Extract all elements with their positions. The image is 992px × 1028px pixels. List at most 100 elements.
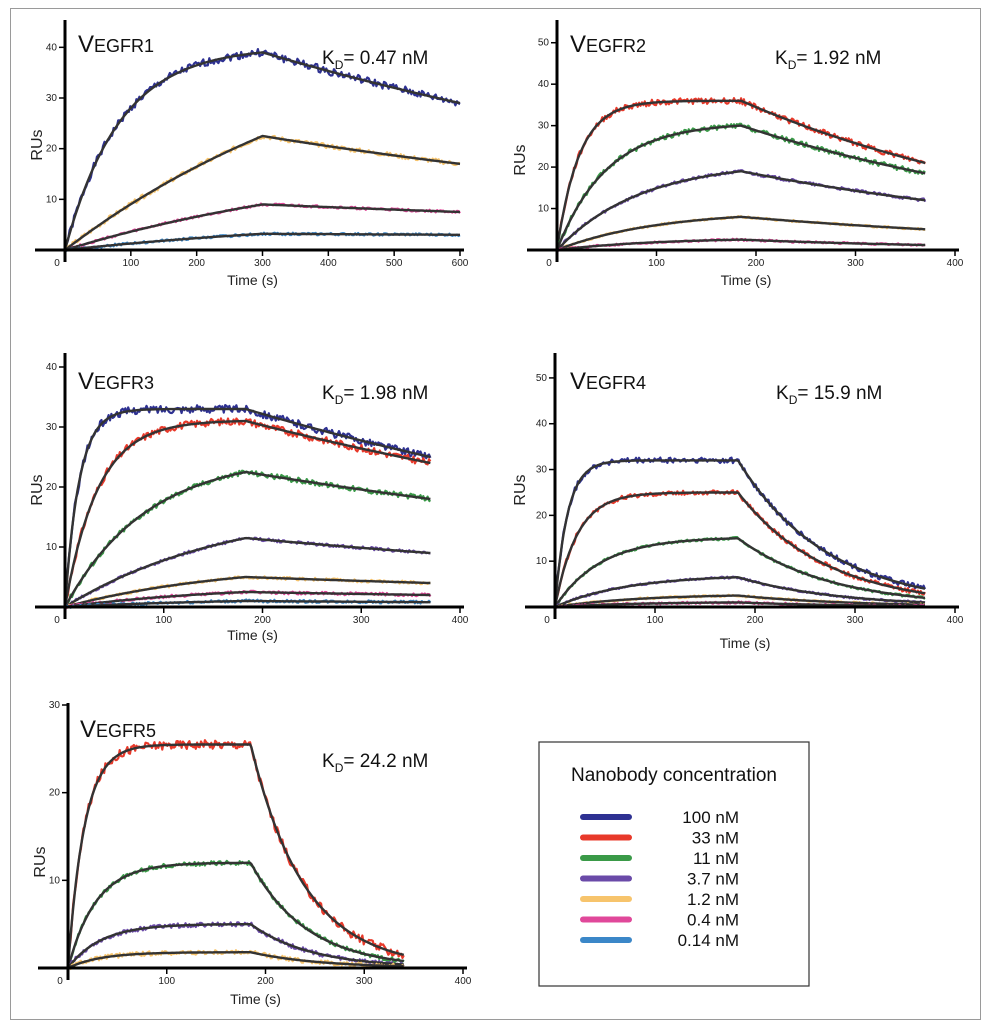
x-tick-label: 100 [155,615,172,626]
x-tick-label: 100 [122,258,139,269]
panel-title: VEGFR4 [570,368,646,395]
y-tick-label: 20 [49,788,61,799]
x-axis-title: Time (s) [227,272,278,288]
x-tick-label: 600 [452,258,469,269]
panel-title-initial: V [570,368,586,395]
kd-annotation: KD= 1.92 nM [775,48,881,72]
y-tick-label: 20 [46,482,58,493]
legend-title: Nanobody concentration [571,765,777,786]
x-tick-label: 200 [748,258,765,269]
panel-title: VEGFR1 [78,31,154,58]
kd-k: K [322,48,335,69]
fit-curve-11-nM [63,470,431,608]
x-tick-label: 0 [546,258,552,269]
y-tick-label: 40 [538,79,550,90]
y-tick-label: 30 [46,422,58,433]
legend-label: 100 nM [682,808,739,827]
x-tick-label: 400 [320,258,337,269]
y-axis-title: RUs [29,474,46,505]
legend-label: 3.7 nM [687,870,739,889]
y-tick-label: 30 [46,93,58,104]
kd-annotation: KD= 15.9 nM [776,383,882,407]
fit-curve-33-nM [553,491,926,608]
y-tick-label: 40 [46,42,58,53]
y-axis-title: RUs [32,846,49,877]
x-tick-label: 300 [353,615,370,626]
panel-title: VEGFR5 [80,716,156,743]
kd-k: K [322,751,335,772]
panel-title: VEGFR2 [570,31,646,58]
fit-curve-100-nM [553,459,926,608]
kd-k: K [775,48,788,69]
y-axis-title: RUs [512,144,529,175]
fit-curve-0-4-nM [554,601,925,609]
x-tick-label: 100 [647,615,664,626]
trace-100-nM [63,404,432,604]
x-tick-label: 200 [747,615,764,626]
kd-annotation: KD= 0.47 nM [322,48,428,72]
kd-k: K [776,383,789,404]
y-tick-label: 50 [536,373,548,384]
trace-100-nM [63,48,461,253]
x-tick-label: 200 [188,258,205,269]
trace-33-nM [66,739,405,967]
x-tick-label: 100 [158,976,175,987]
fit-curve-1-2-nM [556,215,926,252]
legend-label: 33 nM [692,829,739,848]
fit-curve-0-14-nM [64,232,460,252]
fit-curve-1-2-nM [554,594,925,609]
fit-curve-3-7-nM [64,536,431,609]
panel-title-initial: V [78,368,94,395]
legend-label: 0.4 nM [687,911,739,930]
legend-label: 11 nM [693,849,739,868]
x-tick-label: 0 [54,615,60,626]
fit-curve-100-nM [63,407,431,608]
fit-curve-1-2-nM [67,951,404,970]
y-tick-label: 10 [536,556,548,567]
y-tick-label: 20 [536,510,548,521]
x-tick-label: 400 [947,258,964,269]
panel-title-rest: EGFR5 [96,721,156,741]
panel-title-initial: V [80,716,96,743]
legend-label: 0.14 nM [678,931,739,950]
y-tick-label: 30 [49,700,61,711]
kd-value: = 0.47 nM [343,48,428,69]
fit-curve-11-nM [66,861,404,969]
x-axis-title: Time (s) [720,635,771,651]
y-tick-label: 40 [46,362,58,373]
fit-curve-100-nM [63,51,461,251]
x-tick-label: 400 [947,615,964,626]
y-tick-label: 30 [538,121,550,132]
panel-title-rest: EGFR1 [94,36,154,56]
panel-title-rest: EGFR3 [94,373,154,393]
x-axis-title: Time (s) [230,991,281,1007]
x-tick-label: 400 [455,976,472,987]
y-tick-label: 30 [536,465,548,476]
kd-subscript: D [789,393,798,407]
y-axis-title: RUs [512,474,529,505]
kd-k: K [322,383,335,404]
x-tick-label: 500 [386,258,403,269]
fit-curve-1-2-nM [64,134,461,251]
kd-subscript: D [335,393,344,407]
panel-title-initial: V [78,31,94,58]
kd-value: = 24.2 nM [343,751,428,772]
fit-curve-3-7-nM [556,169,926,251]
y-tick-label: 10 [46,194,58,205]
panel-title-rest: EGFR4 [586,373,646,393]
x-tick-label: 300 [356,976,373,987]
y-tick-label: 10 [538,204,550,215]
legend-box [538,741,810,987]
y-axis-title: RUs [29,129,46,160]
y-tick-label: 40 [536,419,548,430]
fit-curve-33-nM [63,419,431,608]
fit-curve-33-nM [555,99,926,251]
x-tick-label: 400 [452,615,469,626]
panel-title-rest: EGFR2 [586,36,646,56]
panel-title-initial: V [570,31,586,58]
chart-panel-2: 10 20 30 40 50 0 100 200 300 400 Time (s) RUs VEGFR2… [512,20,964,288]
x-tick-label: 300 [847,615,864,626]
chart-panel-4: 10 20 30 40 50 0 100 200 300 400 Time (s) RUs VEGFR4… [512,353,964,651]
